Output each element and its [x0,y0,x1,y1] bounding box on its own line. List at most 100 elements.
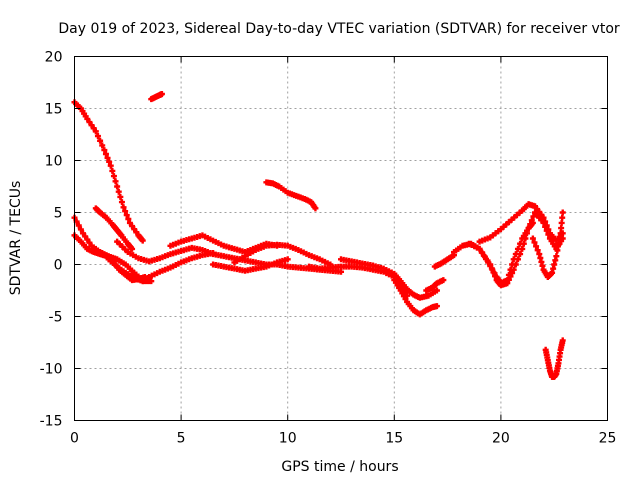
series-arc-3 [92,205,136,252]
data-point [284,256,291,263]
series-arc-16 [423,277,447,294]
data-point [158,90,165,97]
data-point [115,188,122,195]
data-point [122,208,129,215]
series-arc-10 [139,250,217,285]
y-tick-label: 5 [54,206,63,222]
data-point [75,222,82,229]
series-arc-7 [114,238,344,275]
data-point [505,276,512,283]
series-arc-12 [263,179,319,212]
data-point [94,133,101,140]
data-point [125,216,132,222]
y-tick-label: 20 [45,50,63,66]
data-point [510,266,517,273]
data-point [77,226,84,233]
data-point [559,214,566,221]
y-tick-label: -15 [40,414,63,430]
data-point [517,251,524,258]
data-point [440,277,447,284]
x-tick-label: 20 [492,431,510,447]
data-point [476,245,483,252]
data-point [118,199,125,206]
series-arc-14 [338,256,440,301]
data-point [481,253,488,260]
data-point [101,147,108,154]
data-point [490,269,497,276]
y-tick-label: 15 [45,102,63,118]
data-point [129,245,136,252]
data-point [484,257,491,264]
data-point [99,142,106,149]
data-point [109,167,116,174]
data-point [524,230,531,237]
data-point [557,230,564,237]
data-point [540,214,547,221]
data-point [558,219,565,226]
data-point [433,287,440,294]
data-point [543,222,550,229]
series-arc-17 [431,252,457,270]
data-point [528,217,535,224]
series-arc-22 [542,337,566,380]
plot-frame [74,56,608,421]
data-point [338,268,344,275]
data-point [487,261,494,268]
data-point [554,247,561,254]
data-point [512,261,519,268]
data-point [555,241,562,248]
x-tick-label: 5 [177,431,186,447]
data-point [210,250,217,257]
data-point [559,209,566,216]
data-point [488,265,495,272]
data-point [519,245,526,252]
data-point [533,243,540,250]
data-point [92,128,99,135]
data-point [104,154,111,161]
data-point [509,270,516,277]
axes: 0 5 10 15 20 25 -15 -10 -5 0 5 10 15 20 [40,50,617,447]
y-tick-label: 10 [45,154,63,170]
y-tick-label: 0 [54,258,63,274]
x-tick-label: 10 [279,431,297,447]
x-axis-label: GPS time / hours [281,459,398,475]
data-point [530,213,537,220]
y-axis-label: SDTVAR / TECUs [8,181,24,296]
data-point [148,278,155,285]
x-tick-label: 0 [70,431,79,447]
data-point [120,204,127,211]
series-arc-2 [148,90,165,103]
data-point [529,235,536,242]
data-point [531,239,538,246]
data-point [106,158,113,165]
data-point [556,236,563,243]
data-point [97,137,104,144]
data-point [123,212,130,219]
data-point [114,183,121,190]
chart-title: Day 019 of 2023, Sidereal Day-to-day VTE… [58,21,620,37]
data-point [492,273,499,280]
x-tick-label: 25 [599,431,617,447]
data-point [514,256,521,263]
y-tick-label: -10 [40,362,63,378]
x-tick-label: 15 [385,431,403,447]
series-arc-9 [231,241,334,268]
data-point [553,253,560,260]
data-point [110,173,117,180]
data-point [139,237,146,244]
data-point [504,280,511,287]
data-point [559,337,566,344]
series-arc-1 [71,99,146,244]
series-arc-15 [391,277,440,318]
data-point [433,303,440,310]
series-arc-21 [529,209,566,280]
data-point [542,218,549,225]
data-point [545,226,552,233]
data-point [558,225,565,232]
data-point [112,178,119,185]
data-point [107,162,114,169]
data-point [102,151,109,157]
data-point [479,249,486,256]
data-point [534,247,541,254]
